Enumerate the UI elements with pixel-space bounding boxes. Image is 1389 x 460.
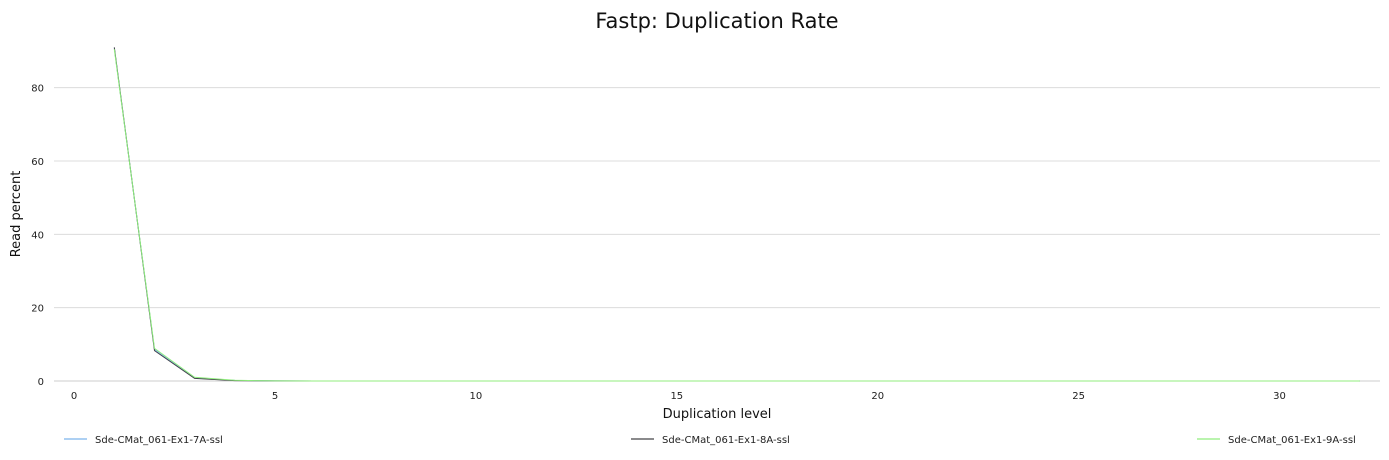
series-line bbox=[113, 47, 1360, 382]
x-tick-label: 15 bbox=[670, 391, 683, 402]
x-axis-label: Duplication level bbox=[663, 407, 772, 422]
y-tick-label: 60 bbox=[31, 157, 44, 168]
legend: Sde-CMat_061-Ex1-7A-ssl Sde-CMat_061-Ex1-… bbox=[64, 435, 1356, 446]
series-line bbox=[113, 48, 1360, 382]
y-tick-label: 20 bbox=[31, 304, 44, 315]
grid-lines bbox=[54, 87, 1380, 309]
x-tick-label: 5 bbox=[272, 391, 278, 402]
legend-item[interactable]: Sde-CMat_061-Ex1-7A-ssl bbox=[64, 435, 223, 446]
legend-label: Sde-CMat_061-Ex1-9A-ssl bbox=[1228, 435, 1356, 446]
y-axis-label: Read percent bbox=[9, 171, 24, 258]
y-tick-label: 40 bbox=[31, 230, 44, 241]
legend-label: Sde-CMat_061-Ex1-7A-ssl bbox=[95, 435, 223, 446]
legend-item[interactable]: Sde-CMat_061-Ex1-8A-ssl bbox=[631, 435, 790, 446]
series-lines bbox=[113, 47, 1360, 382]
chart-title: Fastp: Duplication Rate bbox=[595, 9, 838, 33]
x-tick-label: 0 bbox=[71, 391, 77, 402]
x-tick-label: 25 bbox=[1072, 391, 1085, 402]
y-tick-label: 0 bbox=[38, 377, 44, 388]
x-tick-label: 30 bbox=[1273, 391, 1286, 402]
legend-item[interactable]: Sde-CMat_061-Ex1-9A-ssl bbox=[1197, 435, 1356, 446]
legend-label: Sde-CMat_061-Ex1-8A-ssl bbox=[662, 435, 790, 446]
x-tick-label: 10 bbox=[470, 391, 483, 402]
x-axis-ticks: 0 5 10 15 20 25 30 bbox=[71, 391, 1286, 402]
y-axis-ticks: 0 20 40 60 80 bbox=[31, 84, 44, 388]
y-tick-label: 80 bbox=[31, 84, 44, 95]
series-line bbox=[113, 49, 1360, 382]
x-tick-label: 20 bbox=[871, 391, 884, 402]
